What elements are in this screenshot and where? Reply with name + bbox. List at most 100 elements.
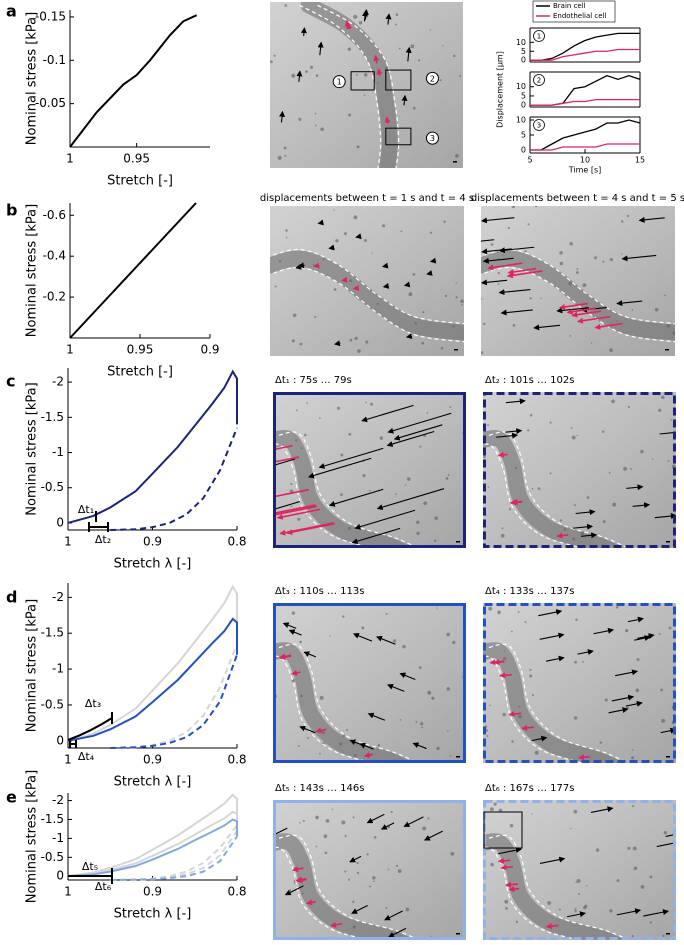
- speckle: [297, 517, 301, 521]
- y-tick-label: -0.1: [43, 53, 66, 67]
- speckle: [419, 445, 422, 448]
- speckle: [420, 722, 424, 726]
- brain-arrow: [387, 683, 405, 692]
- speckle: [363, 73, 368, 77]
- scale-bar: [454, 349, 458, 351]
- brain-arrow: [626, 484, 644, 491]
- speckle: [575, 881, 577, 884]
- speckle: [340, 453, 344, 457]
- speckle: [670, 418, 672, 421]
- speckle: [290, 505, 293, 508]
- y-tick-label: -1: [52, 831, 64, 845]
- brain-arrow: [300, 27, 307, 37]
- speckle: [576, 878, 581, 883]
- image-frame: [483, 392, 676, 548]
- vessel: [273, 642, 415, 763]
- vessel-edge: [299, 4, 382, 168]
- speckle: [285, 236, 288, 239]
- scale-bar: [453, 161, 457, 163]
- y-tick-label: -2: [52, 590, 64, 604]
- brain-arrow: [539, 632, 565, 640]
- brain-arrow: [426, 270, 433, 276]
- speckle: [385, 612, 388, 615]
- brain-arrow: [481, 248, 512, 255]
- subplot-marker: [533, 119, 545, 131]
- speckle: [292, 313, 297, 318]
- speckle: [664, 294, 666, 297]
- speckle: [363, 239, 367, 242]
- speckle: [558, 908, 561, 911]
- x-tick-label: 1: [66, 343, 74, 357]
- y-tick-label: -2: [52, 793, 64, 807]
- y-tick-label: 5: [521, 91, 526, 100]
- vessel-edge: [273, 834, 421, 940]
- speckle: [365, 401, 367, 404]
- brain-arrow: [429, 257, 437, 264]
- x-tick-label: 0.95: [127, 343, 154, 357]
- speckle: [395, 493, 397, 496]
- speckle: [302, 819, 305, 823]
- brain-arrow: [279, 110, 286, 123]
- brain-arrow: [376, 488, 445, 510]
- speckle: [352, 816, 355, 819]
- speckle: [344, 870, 347, 873]
- speckle: [559, 519, 563, 522]
- y-axis-label: Nominal stress [kPa]: [25, 382, 40, 515]
- brain-arrow: [637, 633, 655, 640]
- brain-arrow: [273, 827, 288, 838]
- vessel: [273, 430, 415, 548]
- data-line: [110, 643, 238, 749]
- brain-arrow: [381, 262, 389, 269]
- brain-arrow: [355, 233, 362, 240]
- speckle: [599, 741, 602, 744]
- speckle: [586, 496, 590, 499]
- interval-label: Δt₅: [82, 860, 98, 873]
- speckle: [404, 484, 407, 486]
- endothelial-arrow: [306, 899, 316, 906]
- speckle: [658, 408, 662, 412]
- speckle: [569, 335, 572, 337]
- speckle: [636, 657, 640, 661]
- speckle: [573, 809, 578, 814]
- x-tick-label: 0.8: [227, 535, 246, 549]
- speckle: [423, 501, 428, 506]
- speckle: [381, 224, 386, 228]
- speckle: [640, 884, 645, 889]
- speckle: [373, 880, 375, 883]
- speckle: [333, 288, 337, 291]
- y-tick-label: -1: [52, 662, 64, 676]
- scale-bar: [666, 756, 670, 758]
- brain-arrow: [352, 632, 373, 642]
- speckle: [418, 666, 422, 669]
- speckle: [559, 261, 564, 266]
- brain-arrow: [349, 739, 365, 747]
- brain-arrow: [307, 457, 372, 479]
- speckle: [453, 54, 456, 58]
- brain-arrow: [318, 447, 384, 469]
- brain-arrow: [627, 616, 644, 623]
- brain-arrow: [481, 239, 495, 242]
- y-tick-label: 5: [521, 47, 526, 56]
- brain-arrow: [665, 833, 676, 837]
- speckle: [331, 808, 334, 810]
- panel-label: d: [6, 588, 17, 607]
- y-tick-label: 0: [521, 146, 526, 155]
- brain-arrow: [362, 10, 368, 22]
- data-line: [530, 32, 640, 61]
- speckle: [576, 434, 578, 437]
- speckle: [289, 889, 292, 892]
- x-tick-label: 0.9: [143, 885, 162, 899]
- brain-arrow: [382, 282, 390, 289]
- brain-arrow: [328, 244, 335, 251]
- speckle: [511, 740, 514, 743]
- speckle: [488, 606, 493, 611]
- speckle: [314, 315, 317, 319]
- speckle: [583, 906, 587, 910]
- microscopy-image: [273, 603, 466, 763]
- speckle: [529, 674, 533, 678]
- speckle: [398, 47, 401, 50]
- speckle: [309, 65, 314, 69]
- speckle: [373, 836, 377, 839]
- speckle: [348, 113, 352, 117]
